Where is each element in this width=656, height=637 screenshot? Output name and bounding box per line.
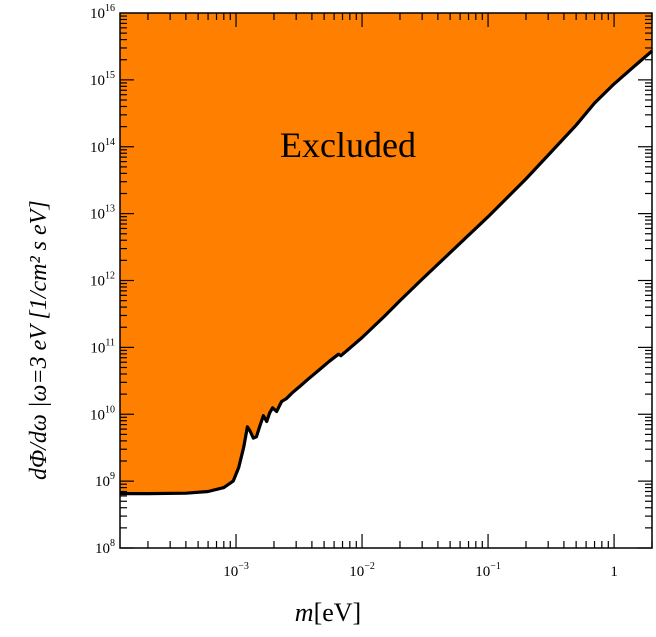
x-tick-label: 10−1 bbox=[475, 561, 501, 580]
y-tick-label: 1014 bbox=[90, 137, 115, 156]
x-axis-label: m[eV] bbox=[0, 598, 656, 628]
y-axis-ticks bbox=[120, 15, 652, 549]
y-tick-label: 1016 bbox=[90, 3, 115, 22]
excluded-label: Excluded bbox=[280, 125, 416, 165]
y-tick-label: 108 bbox=[95, 538, 115, 557]
y-tick-label: 1010 bbox=[90, 404, 115, 423]
boundary-curve bbox=[120, 49, 654, 496]
y-axis-label: dΦ/dω |ω=3 eV [1/cm² s eV] bbox=[26, 200, 52, 480]
x-axis-label-unit: [eV] bbox=[313, 598, 362, 627]
y-tick-label: 1012 bbox=[90, 271, 115, 290]
x-axis-ticks bbox=[147, 13, 653, 548]
x-tick-label: 10−3 bbox=[223, 561, 249, 580]
excluded-region bbox=[120, 13, 652, 494]
x-axis-label-variable: m bbox=[294, 598, 314, 627]
x-tick-label: 10−2 bbox=[349, 561, 375, 580]
y-tick-label: 1011 bbox=[90, 337, 115, 356]
x-tick-label: 1 bbox=[610, 564, 618, 580]
x-tick-labels: 10−3 10−2 10−1 1 bbox=[223, 561, 618, 580]
y-tick-label: 1013 bbox=[90, 204, 115, 223]
plot-frame bbox=[119, 12, 653, 549]
y-tick-label: 1015 bbox=[90, 70, 115, 89]
y-tick-labels: 108 109 1010 1011 1012 1013 1014 1015 1016 bbox=[90, 3, 115, 557]
y-tick-label: 109 bbox=[95, 471, 115, 490]
